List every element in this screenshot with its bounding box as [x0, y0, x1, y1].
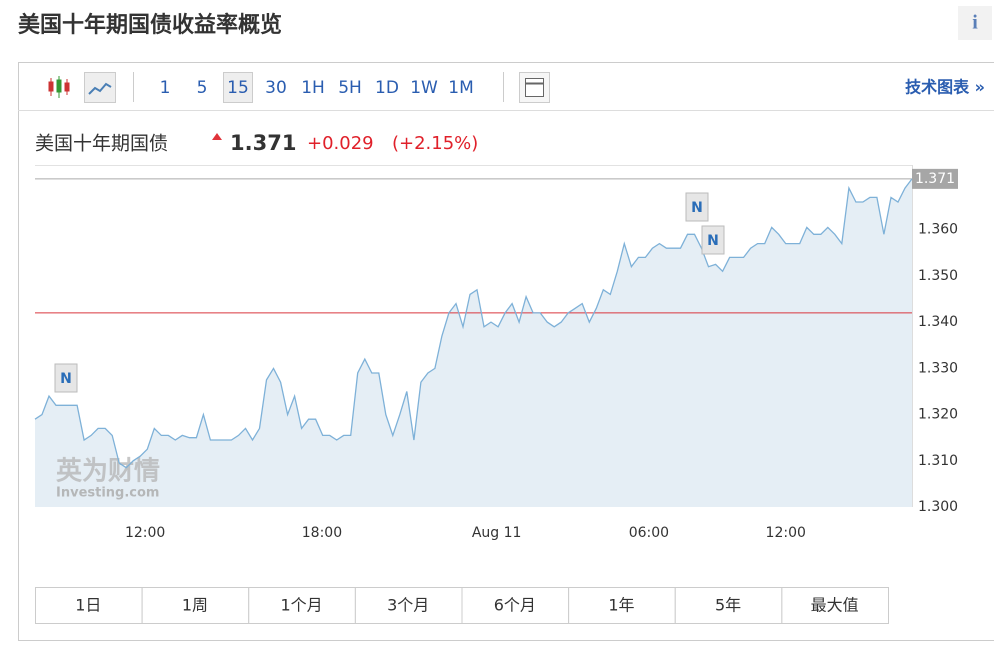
- news-marker-bg[interactable]: [54, 363, 78, 393]
- candle-icon[interactable]: [48, 76, 70, 98]
- interval-button[interactable]: 1W: [410, 78, 438, 98]
- y-tick-label: 1.360: [918, 222, 958, 238]
- icon-part: [56, 79, 62, 93]
- table-icon-glyph: [525, 78, 544, 97]
- watermark-cn: 英为财情: [56, 457, 160, 487]
- range-button[interactable]: 5年: [715, 596, 741, 615]
- info-button[interactable]: i: [972, 12, 978, 34]
- range-button[interactable]: 1个月: [280, 596, 322, 615]
- range-button-bg[interactable]: [248, 587, 356, 624]
- interval-button[interactable]: 15: [227, 78, 249, 98]
- interval-button[interactable]: 1M: [448, 78, 473, 98]
- interval-button[interactable]: 1D: [375, 78, 399, 98]
- line-icon-glyph: [88, 82, 112, 95]
- range-button[interactable]: 1周: [182, 596, 208, 615]
- icon-part: [48, 81, 54, 92]
- page-title: 美国十年期国债收益率概览: [18, 12, 282, 38]
- up-arrow: [212, 133, 222, 140]
- range-button-bg[interactable]: [461, 587, 570, 624]
- range-button[interactable]: 最大值: [811, 596, 859, 615]
- interval-button[interactable]: 1: [160, 78, 171, 98]
- news-marker[interactable]: N: [707, 233, 719, 249]
- range-button[interactable]: 6个月: [494, 596, 536, 615]
- range-button-bg[interactable]: [354, 587, 463, 624]
- x-tick-label: 12:00: [125, 525, 165, 541]
- watermark-en: Investing.com: [56, 486, 159, 501]
- quote-price: 1.371: [230, 131, 296, 155]
- y-tick-label: 1.350: [918, 268, 958, 284]
- quote-change-pct: (+2.15%): [392, 133, 478, 154]
- range-button-bg[interactable]: [674, 587, 783, 624]
- last-price-label: 1.371: [915, 171, 955, 187]
- range-button-bg[interactable]: [141, 587, 250, 624]
- range-button-bg[interactable]: [568, 587, 676, 624]
- quote-change: +0.029: [307, 133, 374, 154]
- news-marker-bg[interactable]: [701, 225, 725, 255]
- price-line: [34, 178, 913, 469]
- news-marker[interactable]: N: [691, 200, 703, 216]
- y-tick-label: 1.300: [918, 499, 958, 515]
- x-tick-label: Aug 11: [472, 525, 522, 541]
- range-button-bg[interactable]: [35, 587, 143, 624]
- interval-button[interactable]: 5H: [338, 78, 362, 98]
- widget-frame: [18, 62, 994, 641]
- last-price-box: [912, 168, 958, 189]
- icon-part: [64, 82, 70, 92]
- technical-chart-link[interactable]: 技术图表 »: [905, 78, 985, 97]
- x-tick-label: 12:00: [766, 525, 806, 541]
- y-tick-label: 1.340: [918, 314, 958, 330]
- x-tick-label: 18:00: [302, 525, 342, 541]
- interval-selected-bg: [223, 72, 253, 103]
- interval-button[interactable]: 5: [197, 78, 208, 98]
- news-marker[interactable]: N: [60, 371, 72, 387]
- interval-button[interactable]: 30: [265, 78, 287, 98]
- y-tick-label: 1.310: [918, 453, 958, 469]
- x-tick-label: 06:00: [629, 525, 669, 541]
- range-button[interactable]: 3个月: [387, 596, 429, 615]
- area: [35, 178, 912, 507]
- interval-button[interactable]: 1H: [301, 78, 325, 98]
- news-marker-bg[interactable]: [685, 192, 709, 222]
- line-icon[interactable]: [84, 72, 116, 103]
- info-button-bg: [958, 6, 992, 40]
- range-button[interactable]: 1日: [75, 596, 101, 615]
- quote-name: 美国十年期国债: [35, 133, 168, 155]
- y-tick-label: 1.330: [918, 360, 958, 376]
- y-tick-label: 1.320: [918, 407, 958, 423]
- range-button-bg[interactable]: [781, 587, 889, 624]
- range-button[interactable]: 1年: [608, 596, 634, 615]
